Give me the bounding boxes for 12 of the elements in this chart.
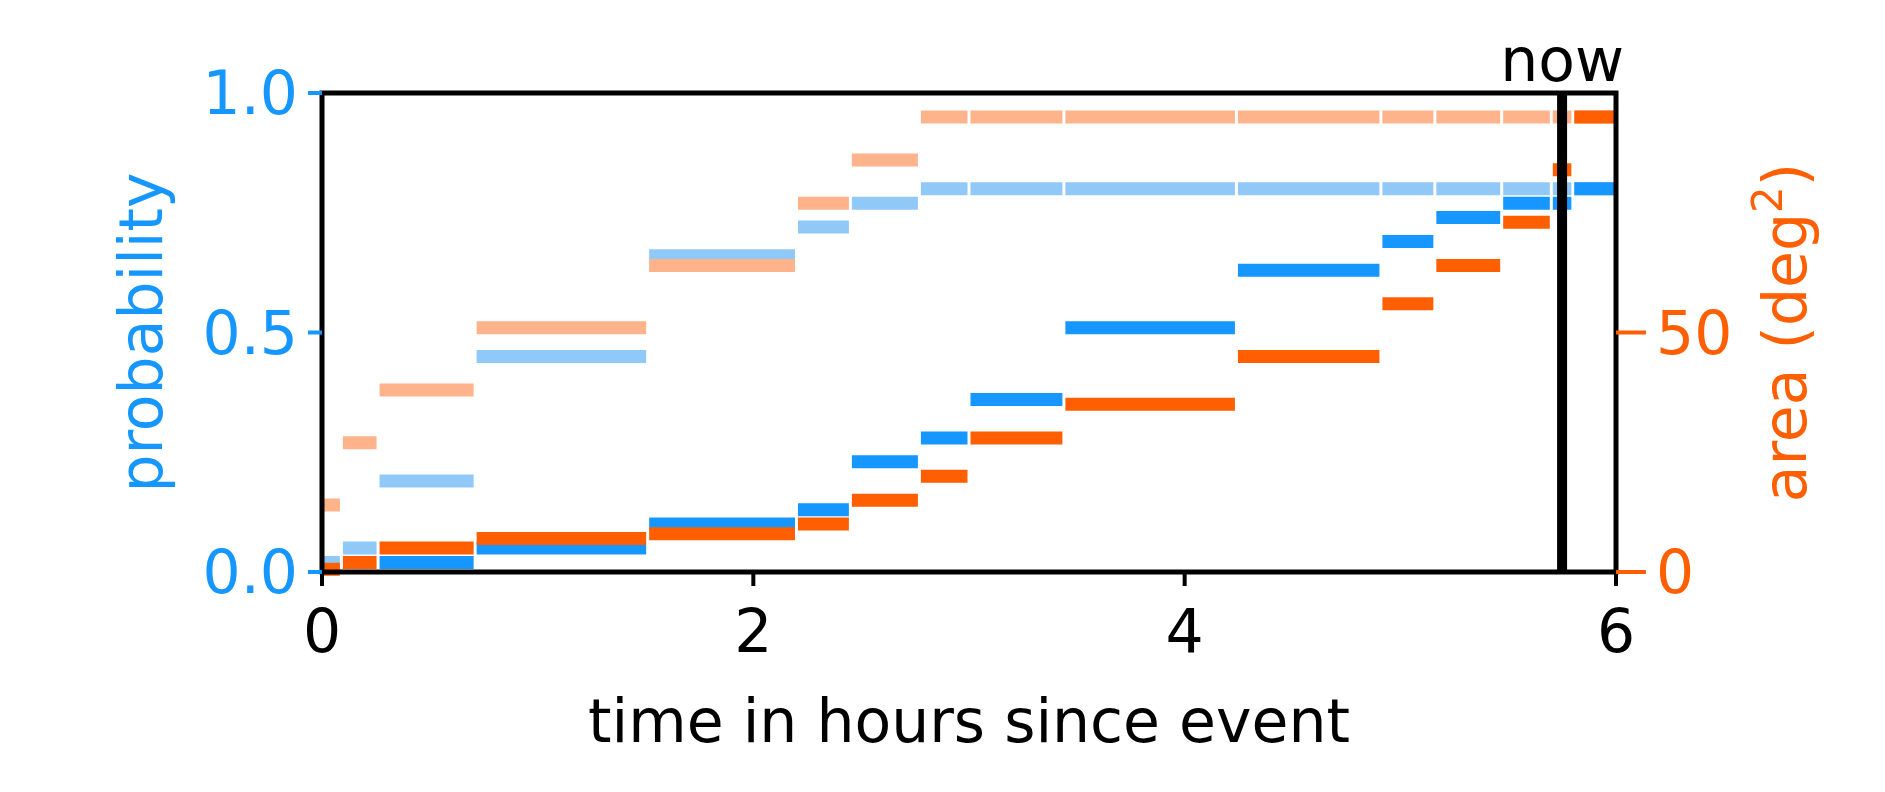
- y-tick-label: 0.0: [202, 537, 298, 607]
- y-axis-title: probability: [106, 172, 176, 493]
- x-tick-label: 0: [302, 596, 342, 666]
- y2-tick-label: 0: [1656, 537, 1695, 607]
- ref-line-label: now: [1500, 25, 1624, 95]
- y2-tick-label: 50: [1656, 297, 1733, 368]
- x-tick-label: 2: [734, 596, 773, 666]
- x-tick-label: 6: [1596, 596, 1636, 666]
- x-axis-title: time in hours since event: [588, 686, 1350, 756]
- x-tick-label: 4: [1165, 596, 1204, 666]
- y-tick-label: 0.5: [202, 297, 298, 368]
- y-tick-label: 1.0: [202, 58, 298, 128]
